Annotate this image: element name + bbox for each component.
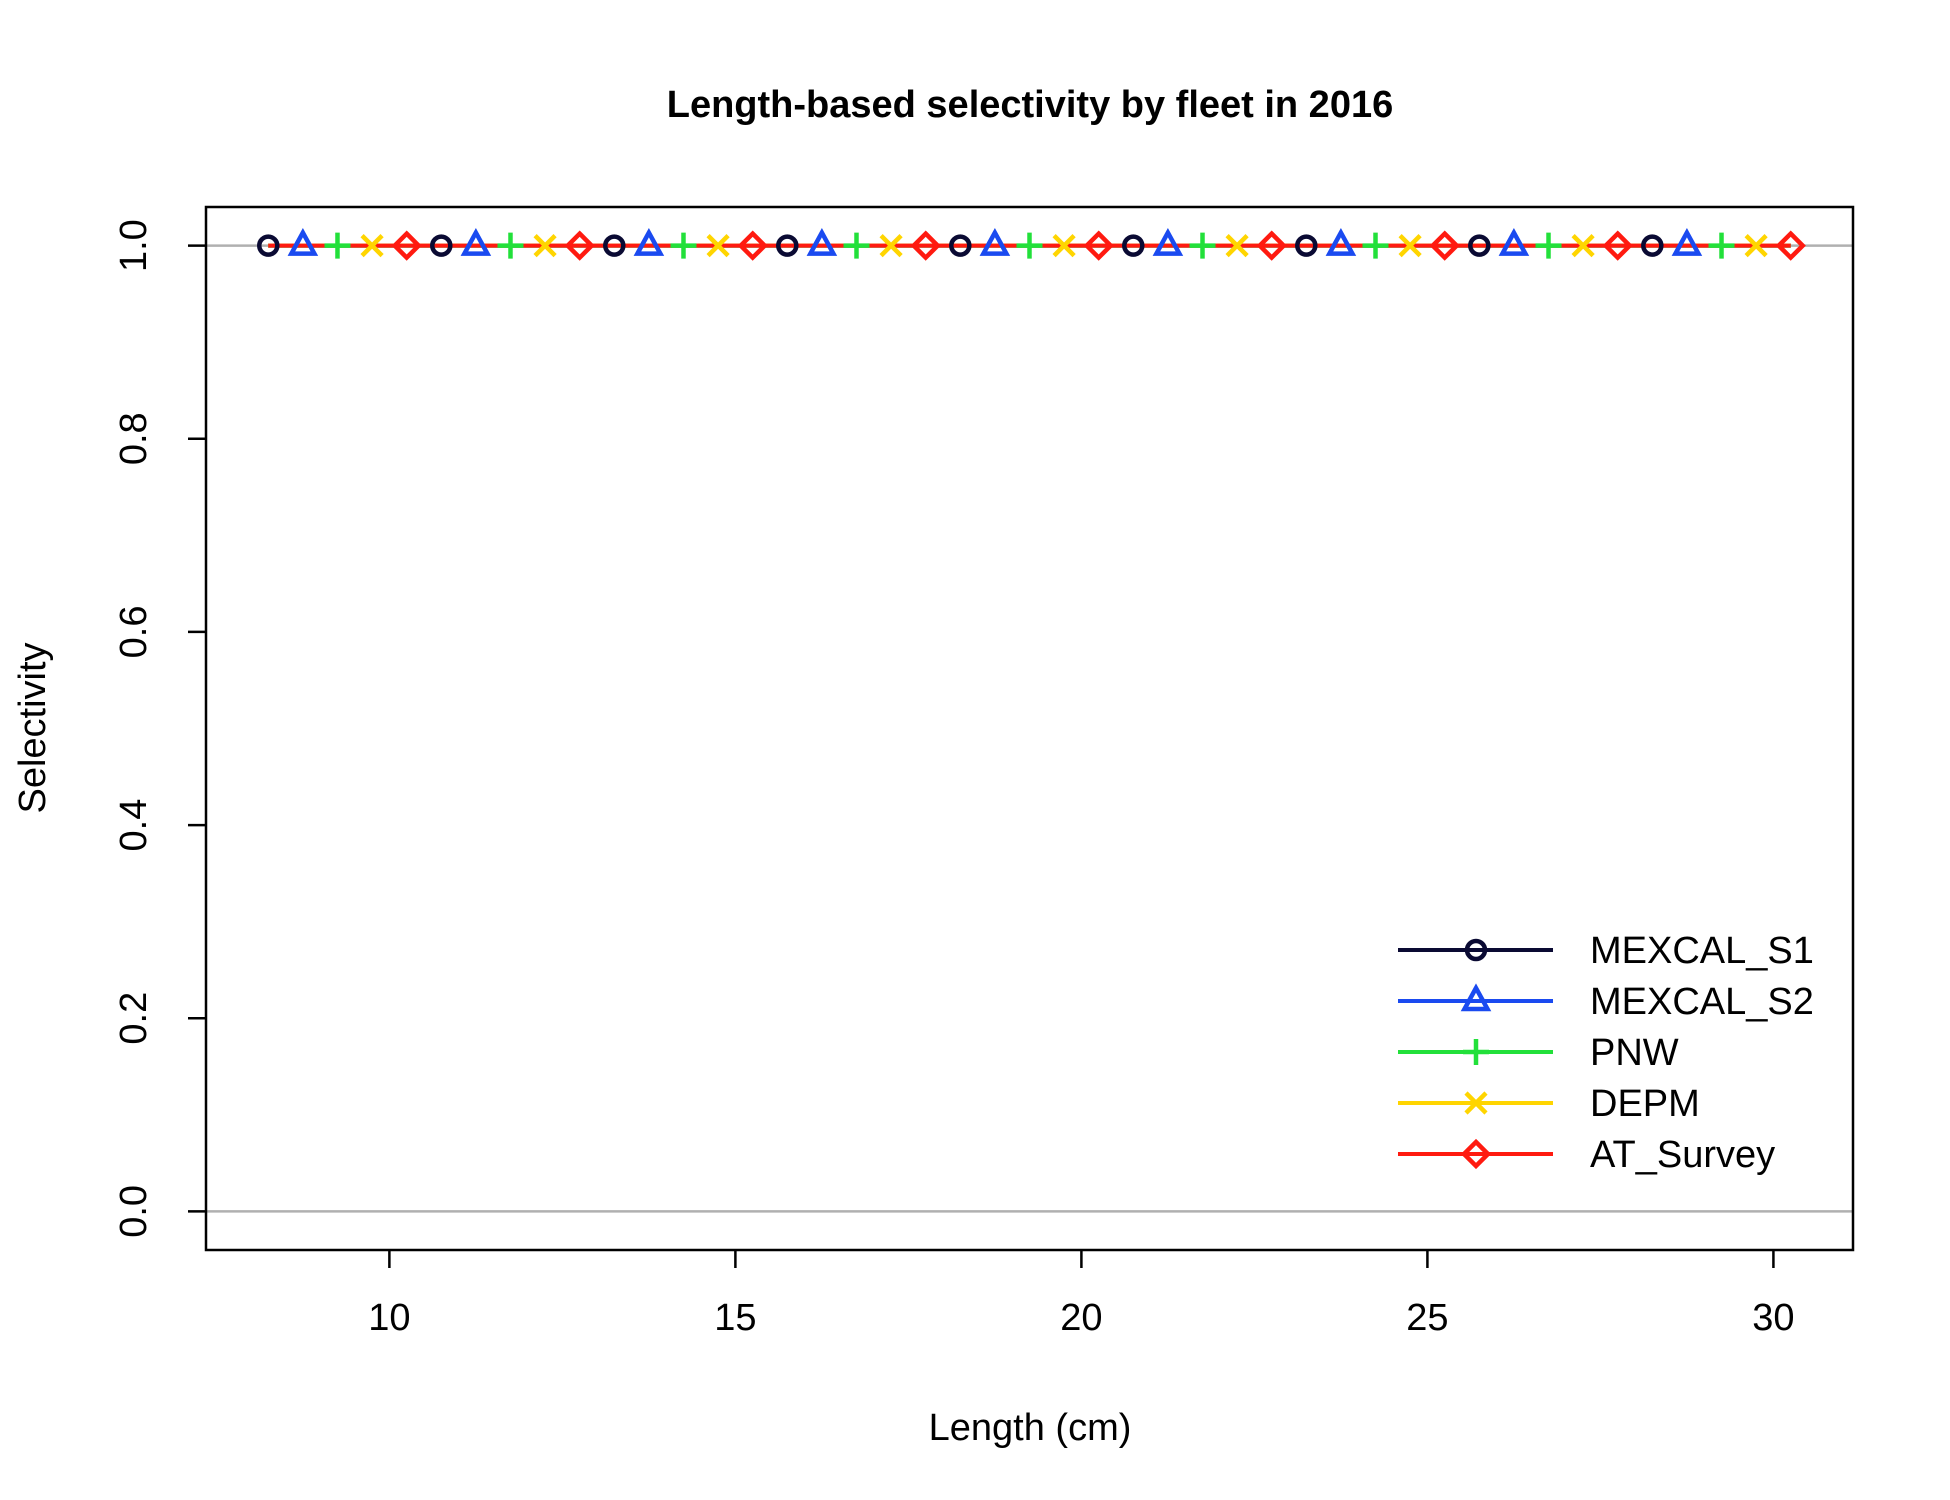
legend: MEXCAL_S1 MEXCAL_S2 PNW DEPM AT_Survey bbox=[1398, 930, 1814, 1176]
legend-marker bbox=[1460, 1138, 1492, 1170]
y-axis-label: Selectivity bbox=[12, 642, 54, 813]
data-point bbox=[1189, 232, 1216, 259]
x-tick-label: 10 bbox=[368, 1297, 410, 1339]
data-point bbox=[979, 227, 1011, 256]
data-point bbox=[460, 227, 492, 256]
data-point bbox=[1671, 227, 1703, 256]
axes: 10 15 20 25 30 0.0 0.2 0.4 0.6 0.8 1.0 bbox=[113, 205, 1855, 1339]
data-point bbox=[257, 234, 280, 257]
legend-marker bbox=[1463, 1039, 1489, 1065]
chart-title: Length-based selectivity by fleet in 201… bbox=[667, 84, 1393, 126]
plot-area bbox=[206, 227, 1853, 1213]
legend-label: PNW bbox=[1590, 1032, 1679, 1074]
y-tick-label: 0.4 bbox=[113, 799, 155, 852]
legend-item-mexcal_s1: MEXCAL_S1 bbox=[1398, 930, 1814, 972]
data-point bbox=[633, 227, 665, 256]
data-point bbox=[1641, 234, 1664, 257]
legend-item-depm: DEPM bbox=[1398, 1083, 1700, 1125]
series-markers-mexcal_s1 bbox=[257, 234, 1664, 257]
data-point bbox=[706, 234, 730, 258]
legend-label: MEXCAL_S1 bbox=[1590, 930, 1814, 972]
x-tick-label: 15 bbox=[714, 1297, 756, 1339]
data-point bbox=[1429, 230, 1460, 261]
data-point bbox=[1016, 232, 1043, 259]
legend-marker bbox=[1464, 1091, 1488, 1115]
data-point bbox=[1256, 230, 1287, 261]
data-point bbox=[806, 227, 838, 256]
legend-marker bbox=[1464, 938, 1488, 962]
series-markers-depm bbox=[360, 234, 1768, 258]
data-point bbox=[1295, 234, 1318, 257]
data-point bbox=[1225, 234, 1249, 258]
legend-label: AT_Survey bbox=[1590, 1134, 1775, 1176]
data-point bbox=[1052, 234, 1076, 258]
x-tick-label: 30 bbox=[1752, 1297, 1794, 1339]
data-point bbox=[1498, 227, 1530, 256]
data-point bbox=[603, 234, 626, 257]
legend-item-mexcal_s2: MEXCAL_S2 bbox=[1398, 981, 1814, 1023]
legend-item-at_survey: AT_Survey bbox=[1398, 1134, 1775, 1176]
series-markers-at_survey bbox=[391, 230, 1806, 261]
data-point bbox=[949, 234, 972, 257]
data-point bbox=[737, 230, 768, 261]
data-point bbox=[1775, 230, 1806, 261]
data-point bbox=[879, 234, 903, 258]
legend-item-pnw: PNW bbox=[1398, 1032, 1679, 1074]
x-tick-label: 25 bbox=[1406, 1297, 1448, 1339]
series-markers-pnw bbox=[324, 232, 1735, 259]
data-point bbox=[1708, 232, 1735, 259]
data-point bbox=[776, 234, 799, 257]
legend-label: MEXCAL_S2 bbox=[1590, 981, 1814, 1023]
data-point bbox=[1122, 234, 1145, 257]
data-point bbox=[287, 227, 319, 256]
data-point bbox=[1744, 234, 1768, 258]
data-point bbox=[1398, 234, 1422, 258]
data-point bbox=[1362, 232, 1389, 259]
y-tick-label: 0.8 bbox=[113, 412, 155, 465]
data-point bbox=[910, 230, 941, 261]
data-point bbox=[1325, 227, 1357, 256]
legend-label: DEPM bbox=[1590, 1083, 1700, 1125]
data-point bbox=[1571, 234, 1595, 258]
y-tick-label: 1.0 bbox=[113, 219, 155, 272]
data-point bbox=[1602, 230, 1633, 261]
y-tick-label: 0.0 bbox=[113, 1185, 155, 1238]
data-point bbox=[1152, 227, 1184, 256]
data-point bbox=[564, 230, 595, 261]
data-point bbox=[670, 232, 697, 259]
x-axis-label: Length (cm) bbox=[929, 1407, 1132, 1449]
y-tick-label: 0.2 bbox=[113, 992, 155, 1045]
series-markers-mexcal_s2 bbox=[287, 227, 1703, 256]
data-point bbox=[391, 230, 422, 261]
data-point bbox=[324, 232, 351, 259]
data-point bbox=[1535, 232, 1562, 259]
legend-marker bbox=[1460, 983, 1492, 1012]
y-tick-label: 0.6 bbox=[113, 606, 155, 659]
data-point bbox=[1083, 230, 1114, 261]
data-point bbox=[533, 234, 557, 258]
x-tick-label: 20 bbox=[1060, 1297, 1102, 1339]
data-point bbox=[843, 232, 870, 259]
data-point bbox=[497, 232, 524, 259]
plot-frame bbox=[204, 205, 1855, 1252]
data-point bbox=[360, 234, 384, 258]
data-point bbox=[430, 234, 453, 257]
data-point bbox=[1468, 234, 1491, 257]
